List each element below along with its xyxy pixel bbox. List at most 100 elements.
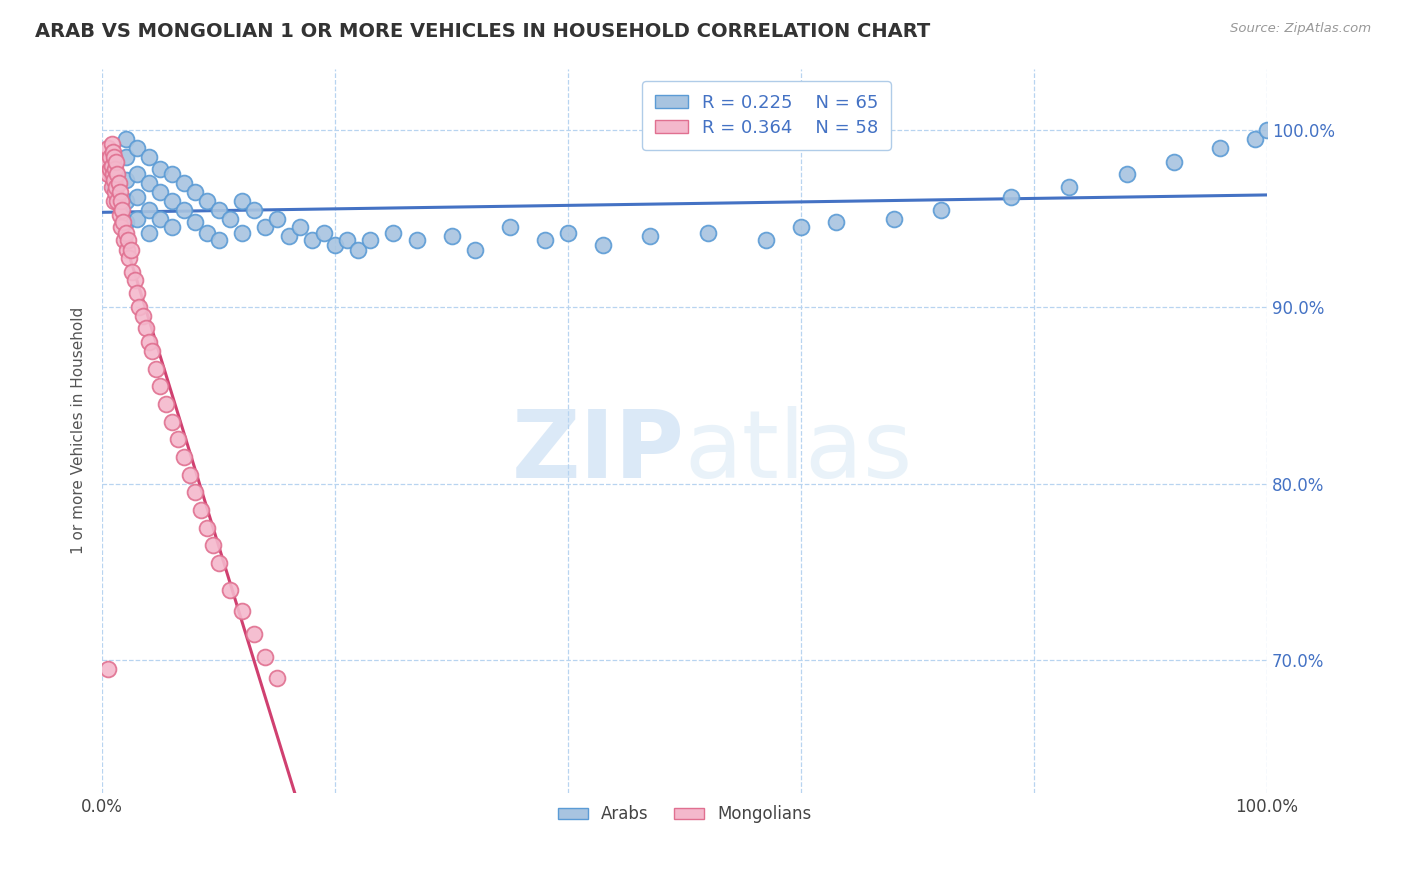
Point	[105, 155, 128, 169]
Point	[312, 226, 335, 240]
Point	[790, 220, 813, 235]
Point	[277, 229, 299, 244]
Point	[231, 194, 253, 208]
Point	[1000, 190, 1022, 204]
Point	[184, 215, 207, 229]
Point	[254, 220, 277, 235]
Point	[160, 220, 183, 235]
Point	[98, 150, 121, 164]
Point	[114, 173, 136, 187]
Point	[118, 251, 141, 265]
Point	[167, 433, 190, 447]
Point	[107, 177, 129, 191]
Point	[1209, 141, 1232, 155]
Point	[101, 168, 124, 182]
Point	[464, 244, 486, 258]
Point	[290, 220, 312, 235]
Point	[149, 162, 172, 177]
Point	[110, 194, 132, 208]
Point	[121, 265, 143, 279]
Point	[440, 229, 463, 244]
Point	[173, 177, 195, 191]
Point	[97, 168, 120, 182]
Point	[266, 211, 288, 226]
Point	[883, 211, 905, 226]
Point	[359, 233, 381, 247]
Point	[103, 194, 125, 208]
Point	[108, 208, 131, 222]
Point	[103, 168, 125, 182]
Point	[1163, 155, 1185, 169]
Point	[242, 202, 264, 217]
Point	[160, 415, 183, 429]
Point	[128, 300, 150, 314]
Point	[114, 226, 136, 240]
Text: Source: ZipAtlas.com: Source: ZipAtlas.com	[1230, 22, 1371, 36]
Point	[124, 273, 146, 287]
Point	[127, 285, 149, 300]
Point	[219, 582, 242, 597]
Point	[533, 233, 555, 247]
Point	[219, 211, 242, 226]
Point	[108, 185, 131, 199]
Point	[149, 185, 172, 199]
Point	[173, 202, 195, 217]
Point	[103, 173, 125, 187]
Point	[104, 185, 127, 199]
Point	[135, 321, 157, 335]
Text: ZIP: ZIP	[512, 407, 685, 499]
Point	[115, 244, 138, 258]
Point	[112, 233, 135, 247]
Point	[195, 521, 218, 535]
Point	[190, 503, 212, 517]
Point	[1256, 123, 1278, 137]
Point	[100, 159, 122, 173]
Point	[103, 179, 125, 194]
Point	[98, 162, 121, 177]
Point	[97, 155, 120, 169]
Point	[97, 141, 120, 155]
Point	[149, 379, 172, 393]
Y-axis label: 1 or more Vehicles in Household: 1 or more Vehicles in Household	[72, 307, 86, 554]
Point	[138, 150, 160, 164]
Point	[100, 137, 122, 152]
Point	[184, 485, 207, 500]
Point	[195, 226, 218, 240]
Point	[103, 150, 125, 164]
Point	[242, 626, 264, 640]
Point	[149, 211, 172, 226]
Point	[755, 233, 778, 247]
Point	[696, 226, 718, 240]
Point	[112, 215, 135, 229]
Point	[138, 226, 160, 240]
Point	[208, 233, 231, 247]
Point	[382, 226, 405, 240]
Point	[231, 604, 253, 618]
Point	[1116, 168, 1139, 182]
Point	[120, 244, 142, 258]
Point	[208, 202, 231, 217]
Point	[101, 145, 124, 159]
Point	[231, 226, 253, 240]
Point	[145, 361, 167, 376]
Point	[592, 238, 614, 252]
Point	[132, 309, 155, 323]
Point	[173, 450, 195, 464]
Point	[105, 168, 128, 182]
Point	[179, 467, 201, 482]
Point	[155, 397, 177, 411]
Point	[208, 556, 231, 570]
Point	[405, 233, 427, 247]
Point	[557, 226, 579, 240]
Point	[301, 233, 323, 247]
Point	[266, 671, 288, 685]
Point	[1057, 179, 1080, 194]
Point	[127, 190, 149, 204]
Point	[160, 194, 183, 208]
Point	[114, 194, 136, 208]
Point	[323, 238, 346, 252]
Point	[114, 215, 136, 229]
Point	[110, 220, 132, 235]
Point	[111, 202, 134, 217]
Point	[138, 177, 160, 191]
